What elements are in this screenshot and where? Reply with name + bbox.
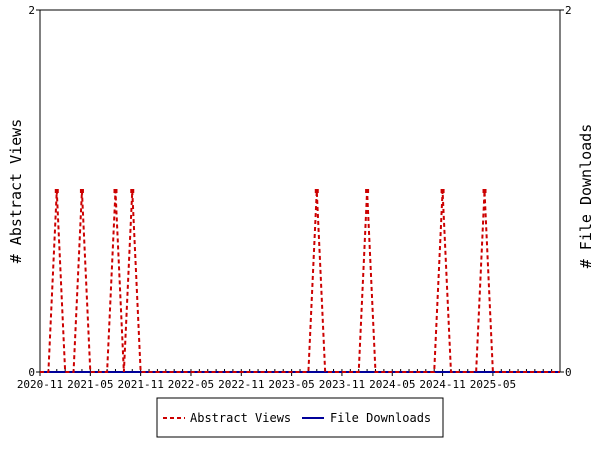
legend: Abstract Views File Downloads bbox=[156, 397, 444, 438]
legend-label-file-downloads: File Downloads bbox=[330, 411, 431, 425]
y-axis-left: 02 bbox=[28, 4, 40, 379]
data-point-abstract-views bbox=[440, 189, 445, 193]
data-point-abstract-views bbox=[482, 189, 487, 193]
legend-box bbox=[156, 397, 444, 438]
x-tick-label: 2021-11 bbox=[117, 378, 163, 391]
y-tick-label: 0 bbox=[28, 366, 35, 379]
data-point-abstract-views bbox=[54, 189, 59, 193]
x-tick-label: 2024-11 bbox=[419, 378, 465, 391]
x-tick-label: 2024-05 bbox=[369, 378, 415, 391]
y2-axis-title: # File Downloads bbox=[577, 124, 595, 269]
y-tick-label: 2 bbox=[28, 4, 35, 17]
series-layer bbox=[40, 189, 560, 373]
x-tick-label: 2023-05 bbox=[268, 378, 314, 391]
legend-label-abstract-views: Abstract Views bbox=[190, 411, 291, 425]
x-axis: 2020-11 2021-05 2021-11 2022-05 2022-11 2023-… bbox=[17, 369, 561, 391]
x-tick-label: 2023-11 bbox=[319, 378, 365, 391]
y2-tick-label: 2 bbox=[565, 4, 572, 17]
data-point-abstract-views bbox=[79, 189, 84, 193]
x-tick-label: 2025-05 bbox=[470, 378, 516, 391]
data-point-abstract-views bbox=[130, 189, 135, 193]
data-point-abstract-views bbox=[113, 189, 118, 193]
x-tick-label: 2020-11 bbox=[17, 378, 63, 391]
data-point-abstract-views bbox=[365, 189, 370, 193]
y2-tick-label: 0 bbox=[565, 366, 572, 379]
x-tick-label: 2022-05 bbox=[168, 378, 214, 391]
x-tick-label: 2021-05 bbox=[67, 378, 113, 391]
x-tick-label: 2022-11 bbox=[218, 378, 264, 391]
plot-area bbox=[39, 9, 561, 373]
y-axis-title: # Abstract Views bbox=[7, 119, 25, 264]
y-axis-right: 02 bbox=[560, 4, 572, 379]
series-line-abstract-views bbox=[40, 190, 560, 373]
data-point-abstract-views bbox=[314, 189, 319, 193]
